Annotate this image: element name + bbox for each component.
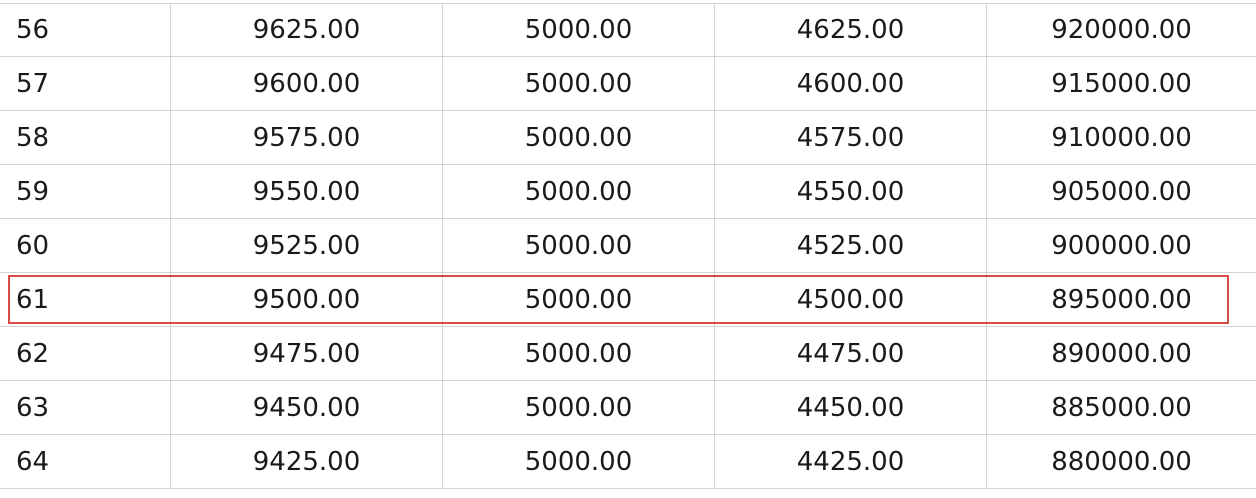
table-row[interactable]: 60 9525.00 5000.00 4525.00 900000.00 [0, 219, 1256, 273]
cell-period[interactable]: 62 [0, 327, 171, 380]
cell-payment[interactable]: 9550.00 [171, 165, 443, 218]
cell-period[interactable]: 61 [0, 273, 171, 326]
cell-principal[interactable]: 5000.00 [443, 4, 715, 56]
cell-interest[interactable]: 4625.00 [715, 4, 987, 56]
cell-payment[interactable]: 9525.00 [171, 219, 443, 272]
cell-balance[interactable]: 905000.00 [1051, 176, 1192, 207]
table-row[interactable]: 64 9425.00 5000.00 4425.00 880000.00 [0, 435, 1256, 489]
cell-balance[interactable]: 900000.00 [1051, 230, 1192, 261]
cell-interest[interactable]: 4525.00 [715, 219, 987, 272]
cell-period[interactable]: 56 [0, 4, 171, 56]
cell-balance[interactable]: 890000.00 [1051, 338, 1192, 369]
cell-interest[interactable]: 4450.00 [715, 381, 987, 434]
cell-balance[interactable]: 895000.00 [1051, 284, 1192, 315]
cell-balance[interactable]: 885000.00 [1051, 392, 1192, 423]
cell-interest[interactable]: 4575.00 [715, 111, 987, 164]
cell-period[interactable]: 59 [0, 165, 171, 218]
cell-payment[interactable]: 9500.00 [171, 273, 443, 326]
cell-balance[interactable]: 915000.00 [1051, 68, 1192, 99]
table-row[interactable]: 63 9450.00 5000.00 4450.00 885000.00 [0, 381, 1256, 435]
cell-period[interactable]: 60 [0, 219, 171, 272]
cell-balance[interactable]: 920000.00 [1051, 15, 1192, 45]
cell-principal[interactable]: 5000.00 [443, 219, 715, 272]
cell-interest[interactable]: 4600.00 [715, 57, 987, 110]
cell-principal[interactable]: 5000.00 [443, 273, 715, 326]
table-row[interactable]: 58 9575.00 5000.00 4575.00 910000.00 [0, 111, 1256, 165]
table-row[interactable]: 59 9550.00 5000.00 4550.00 905000.00 [0, 165, 1256, 219]
cell-principal[interactable]: 5000.00 [443, 435, 715, 488]
cell-period[interactable]: 64 [0, 435, 171, 488]
cell-payment[interactable]: 9625.00 [171, 4, 443, 56]
cell-payment[interactable]: 9575.00 [171, 111, 443, 164]
cell-principal[interactable]: 5000.00 [443, 327, 715, 380]
cell-interest[interactable]: 4425.00 [715, 435, 987, 488]
cell-interest[interactable]: 4550.00 [715, 165, 987, 218]
cell-principal[interactable]: 5000.00 [443, 111, 715, 164]
table-row[interactable]: 57 9600.00 5000.00 4600.00 915000.00 [0, 57, 1256, 111]
cell-interest[interactable]: 4475.00 [715, 327, 987, 380]
cell-period[interactable]: 57 [0, 57, 171, 110]
cell-payment[interactable]: 9600.00 [171, 57, 443, 110]
cell-period[interactable]: 63 [0, 381, 171, 434]
cell-balance[interactable]: 910000.00 [1051, 122, 1192, 153]
cell-balance[interactable]: 880000.00 [1051, 446, 1192, 477]
cell-period[interactable]: 58 [0, 111, 171, 164]
table-row[interactable]: 56 9625.00 5000.00 4625.00 920000.00 [0, 3, 1256, 57]
cell-payment[interactable]: 9450.00 [171, 381, 443, 434]
highlighted-table-row[interactable]: 61 9500.00 5000.00 4500.00 895000.00 [0, 273, 1256, 327]
cell-principal[interactable]: 5000.00 [443, 165, 715, 218]
table-row[interactable]: 62 9475.00 5000.00 4475.00 890000.00 [0, 327, 1256, 381]
cell-interest[interactable]: 4500.00 [715, 273, 987, 326]
cell-principal[interactable]: 5000.00 [443, 57, 715, 110]
data-table: 56 9625.00 5000.00 4625.00 920000.00 57 … [0, 3, 1256, 489]
cell-principal[interactable]: 5000.00 [443, 381, 715, 434]
cell-payment[interactable]: 9425.00 [171, 435, 443, 488]
cell-payment[interactable]: 9475.00 [171, 327, 443, 380]
